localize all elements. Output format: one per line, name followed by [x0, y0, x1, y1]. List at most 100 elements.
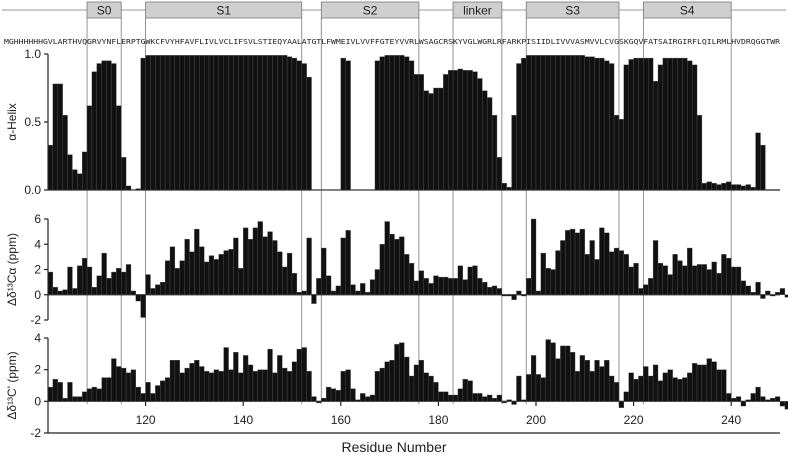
data-bar — [394, 344, 400, 402]
data-bar — [652, 240, 659, 295]
x-axis: 120 140 160 180 200 220 240 — [48, 401, 780, 434]
data-bar — [462, 279, 468, 295]
x-tick-label: 120 — [136, 413, 156, 427]
data-bar — [62, 397, 68, 402]
data-bar — [262, 236, 268, 295]
data-bar — [374, 371, 381, 402]
segment-label: linker — [463, 4, 492, 18]
data-bar — [506, 399, 512, 402]
data-bar — [194, 55, 200, 191]
data-bar — [599, 57, 605, 191]
domain-boundary-lines — [86, 18, 732, 404]
data-bar — [672, 377, 678, 402]
data-bar — [379, 56, 385, 191]
data-bar — [438, 276, 444, 295]
data-bar — [706, 358, 712, 402]
data-bar — [623, 254, 629, 295]
data-bar — [243, 55, 249, 191]
data-bar — [277, 251, 283, 295]
data-bar — [765, 399, 771, 402]
data-bar — [560, 240, 566, 295]
data-bar — [340, 57, 346, 191]
data-bar — [418, 270, 424, 295]
data-bar — [155, 55, 161, 191]
data-bar — [447, 70, 454, 191]
data-bar — [413, 364, 420, 402]
data-bar — [282, 55, 288, 191]
data-bar — [516, 63, 522, 191]
x-tick-label: 160 — [331, 413, 351, 427]
data-bar — [96, 63, 102, 191]
data-bar — [262, 55, 268, 191]
data-bar — [291, 361, 298, 402]
data-bar — [238, 55, 244, 191]
data-bar — [91, 386, 97, 402]
data-bar — [311, 294, 317, 304]
data-bar — [199, 366, 205, 402]
data-bar — [296, 60, 302, 191]
data-bar — [726, 393, 732, 402]
data-bar — [457, 388, 463, 402]
data-bar — [291, 273, 298, 295]
data-bar — [648, 375, 654, 402]
data-bar — [47, 271, 54, 295]
data-bar — [540, 55, 546, 191]
data-bar — [501, 183, 507, 191]
data-bar — [267, 55, 273, 191]
data-bar — [770, 294, 776, 297]
data-bar — [106, 278, 112, 295]
data-bar — [247, 55, 254, 191]
y-tick-label: 0 — [34, 288, 41, 302]
data-bar — [145, 55, 151, 191]
segment-label: S4 — [680, 4, 695, 18]
data-bar — [135, 294, 141, 302]
data-bar — [86, 388, 93, 402]
data-bar — [696, 364, 703, 402]
segment-label: S1 — [216, 4, 231, 18]
data-bar — [72, 169, 78, 191]
data-bar — [286, 56, 293, 191]
segment-label: S0 — [97, 4, 112, 18]
y-tick-label: 6 — [34, 212, 41, 226]
data-bar — [735, 266, 742, 295]
data-bar — [365, 396, 371, 402]
data-bar — [482, 396, 488, 402]
data-bar — [755, 386, 761, 402]
data-bar — [408, 375, 415, 402]
data-bar — [252, 371, 259, 402]
data-bar — [584, 359, 590, 402]
data-bar — [57, 83, 63, 191]
data-bar — [691, 64, 698, 191]
data-bar — [62, 289, 68, 295]
y-tick-label: 2 — [34, 363, 41, 377]
data-bar — [301, 63, 307, 191]
data-bar — [765, 290, 771, 295]
data-bar — [501, 401, 507, 404]
data-bar — [316, 278, 322, 295]
data-bar — [330, 388, 337, 402]
data-bar — [511, 115, 517, 191]
data-bar — [716, 369, 722, 402]
data-bar — [711, 361, 717, 402]
data-bar — [72, 396, 78, 402]
data-bar — [613, 247, 620, 295]
data-bar — [535, 55, 542, 191]
data-bar — [164, 55, 171, 191]
data-bar — [150, 288, 156, 295]
data-bar — [443, 276, 449, 295]
data-bar — [135, 188, 141, 191]
data-bar — [662, 57, 668, 191]
data-bar — [282, 367, 288, 402]
data-bar — [584, 56, 590, 191]
data-bar — [223, 250, 229, 295]
data-bar — [677, 378, 683, 402]
data-bar — [672, 57, 678, 191]
data-bar — [545, 268, 551, 295]
data-bar — [755, 132, 761, 191]
data-bar — [638, 288, 644, 295]
data-bar — [452, 70, 459, 191]
data-bar — [618, 401, 625, 408]
data-bar — [67, 154, 73, 191]
data-bar — [530, 218, 537, 295]
data-bar — [462, 378, 468, 402]
